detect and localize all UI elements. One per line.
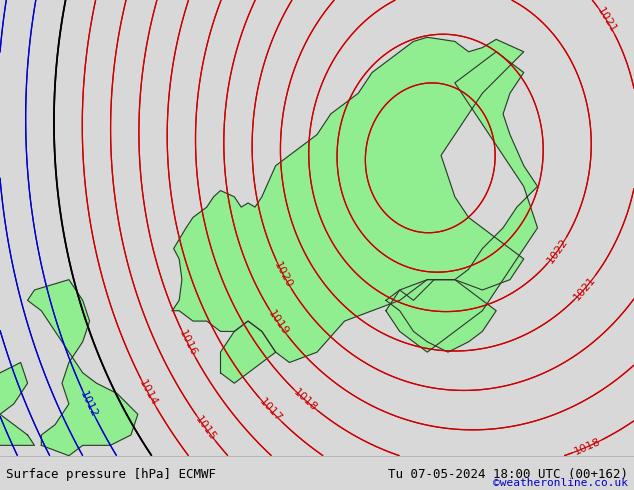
Text: 1018: 1018 [573, 437, 602, 457]
Text: Surface pressure [hPa] ECMWF: Surface pressure [hPa] ECMWF [6, 467, 216, 481]
Text: Tu 07-05-2024 18:00 UTC (00+162): Tu 07-05-2024 18:00 UTC (00+162) [387, 467, 628, 481]
Text: ©weatheronline.co.uk: ©weatheronline.co.uk [493, 478, 628, 488]
Text: 1014: 1014 [138, 379, 160, 408]
Text: 1021: 1021 [573, 274, 598, 302]
Polygon shape [386, 280, 496, 352]
Text: 1022: 1022 [545, 236, 570, 265]
Polygon shape [172, 37, 524, 363]
Text: 1019: 1019 [266, 309, 290, 337]
Polygon shape [27, 280, 138, 456]
Polygon shape [221, 321, 276, 383]
Text: 1016: 1016 [178, 329, 199, 358]
Text: 1017: 1017 [257, 396, 283, 423]
Text: 1015: 1015 [193, 414, 218, 442]
Polygon shape [0, 363, 34, 445]
Text: 1020: 1020 [273, 260, 294, 290]
Text: 1012: 1012 [79, 390, 100, 419]
Text: 1021: 1021 [595, 6, 619, 35]
Text: 1018: 1018 [292, 387, 319, 413]
Polygon shape [386, 52, 538, 352]
